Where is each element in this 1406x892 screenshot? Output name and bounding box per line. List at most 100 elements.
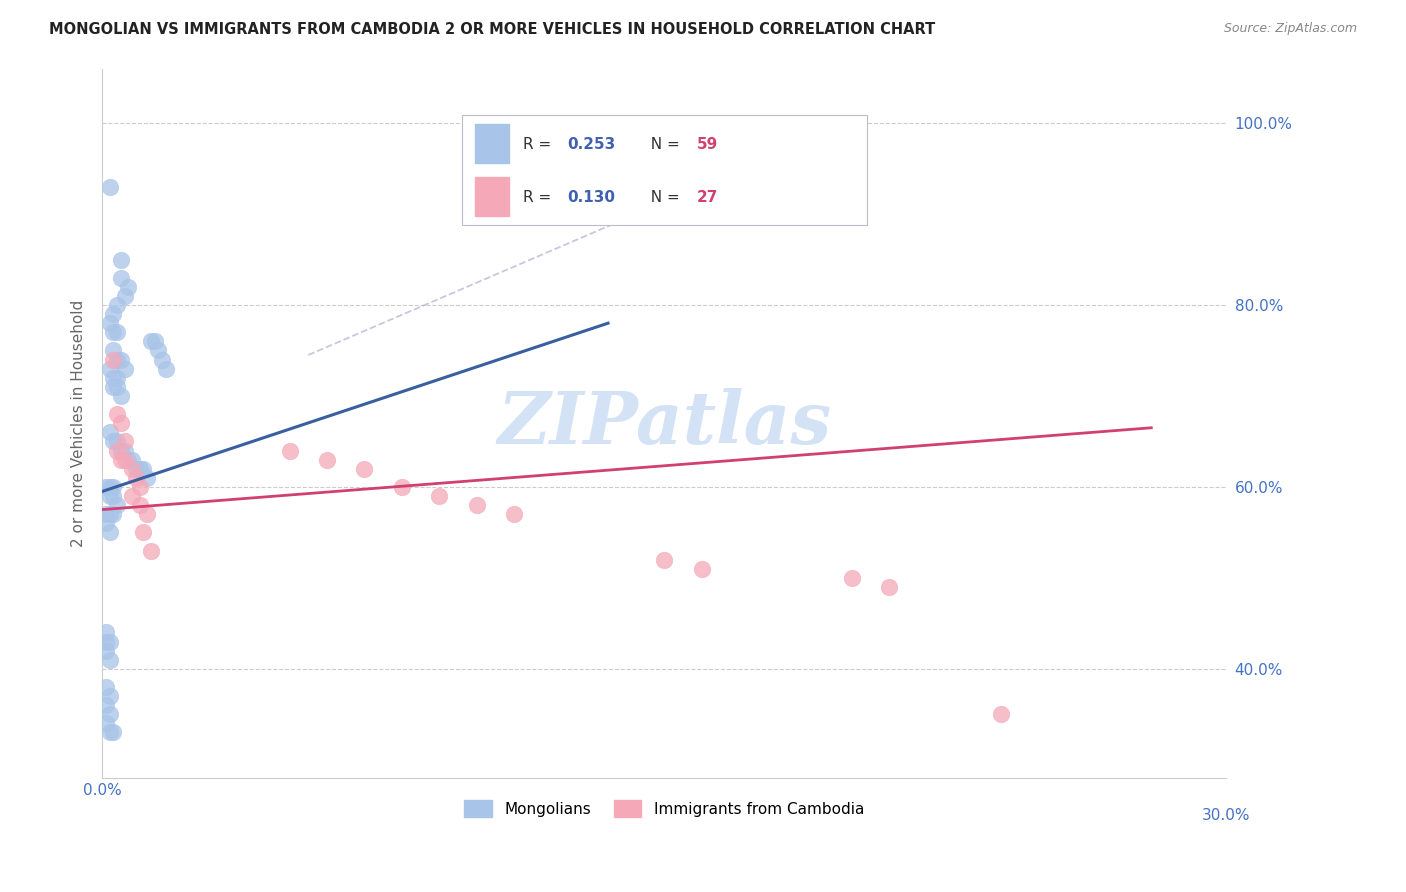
Point	[98, 634, 121, 648]
Point	[103, 434, 125, 449]
Point	[990, 707, 1012, 722]
Point	[103, 370, 125, 384]
Point	[117, 280, 139, 294]
Point	[110, 416, 132, 430]
Text: Source: ZipAtlas.com: Source: ZipAtlas.com	[1223, 22, 1357, 36]
Point	[98, 425, 121, 440]
Point	[94, 507, 117, 521]
Point	[94, 480, 117, 494]
Point	[105, 326, 128, 340]
Point	[139, 334, 162, 349]
Point	[105, 298, 128, 312]
Point	[139, 543, 162, 558]
Point	[114, 452, 136, 467]
Point	[103, 480, 125, 494]
Point	[110, 443, 132, 458]
Point	[121, 452, 143, 467]
Text: 27: 27	[697, 190, 718, 205]
Point	[114, 361, 136, 376]
Point	[690, 562, 713, 576]
Point	[429, 489, 451, 503]
Point	[103, 507, 125, 521]
Point	[128, 498, 150, 512]
Point	[114, 443, 136, 458]
Point	[121, 461, 143, 475]
Point	[105, 407, 128, 421]
Point	[94, 716, 117, 731]
Point	[877, 580, 900, 594]
Point	[353, 461, 375, 475]
Text: R =: R =	[523, 190, 555, 205]
Point	[98, 361, 121, 376]
Point	[278, 443, 301, 458]
Point	[110, 389, 132, 403]
Point	[103, 489, 125, 503]
Point	[465, 498, 488, 512]
Point	[841, 571, 863, 585]
Point	[98, 316, 121, 330]
Bar	[475, 177, 509, 216]
Point	[316, 452, 339, 467]
Point	[143, 334, 166, 349]
Point	[98, 725, 121, 739]
Text: 59: 59	[697, 137, 718, 152]
Point	[98, 689, 121, 703]
Point	[103, 352, 125, 367]
Text: MONGOLIAN VS IMMIGRANTS FROM CAMBODIA 2 OR MORE VEHICLES IN HOUSEHOLD CORRELATIO: MONGOLIAN VS IMMIGRANTS FROM CAMBODIA 2 …	[49, 22, 935, 37]
Point	[155, 361, 177, 376]
Point	[136, 471, 159, 485]
Point	[503, 507, 526, 521]
Point	[98, 507, 121, 521]
Point	[128, 461, 150, 475]
Point	[105, 434, 128, 449]
Point	[103, 380, 125, 394]
Point	[103, 343, 125, 358]
Point	[94, 680, 117, 694]
Point	[132, 525, 155, 540]
Point	[652, 552, 675, 566]
Point	[103, 725, 125, 739]
Text: R =: R =	[523, 137, 555, 152]
Text: 0.253: 0.253	[568, 137, 616, 152]
Y-axis label: 2 or more Vehicles in Household: 2 or more Vehicles in Household	[72, 300, 86, 547]
Point	[103, 307, 125, 321]
Point	[94, 634, 117, 648]
Point	[94, 643, 117, 657]
Point	[105, 370, 128, 384]
Point	[148, 343, 170, 358]
Point	[125, 471, 148, 485]
Point	[105, 443, 128, 458]
Text: N =: N =	[641, 190, 685, 205]
Point	[125, 461, 148, 475]
Point	[121, 489, 143, 503]
Point	[110, 452, 132, 467]
Point	[103, 326, 125, 340]
Text: 30.0%: 30.0%	[1202, 808, 1250, 823]
Point	[105, 352, 128, 367]
Text: ZIPatlas: ZIPatlas	[498, 388, 831, 458]
Point	[110, 252, 132, 267]
Point	[94, 625, 117, 640]
Text: 0.130: 0.130	[568, 190, 616, 205]
Point	[114, 434, 136, 449]
Point	[391, 480, 413, 494]
Point	[98, 525, 121, 540]
FancyBboxPatch shape	[463, 115, 866, 225]
Bar	[475, 124, 509, 163]
Point	[98, 707, 121, 722]
Point	[110, 270, 132, 285]
Point	[98, 179, 121, 194]
Point	[98, 489, 121, 503]
Point	[105, 498, 128, 512]
Text: N =: N =	[641, 137, 685, 152]
Point	[150, 352, 173, 367]
Point	[132, 461, 155, 475]
Point	[94, 698, 117, 713]
Point	[114, 289, 136, 303]
Point	[98, 480, 121, 494]
Point	[136, 507, 159, 521]
Point	[128, 480, 150, 494]
Point	[117, 452, 139, 467]
Legend: Mongolians, Immigrants from Cambodia: Mongolians, Immigrants from Cambodia	[458, 794, 870, 823]
Point	[110, 352, 132, 367]
